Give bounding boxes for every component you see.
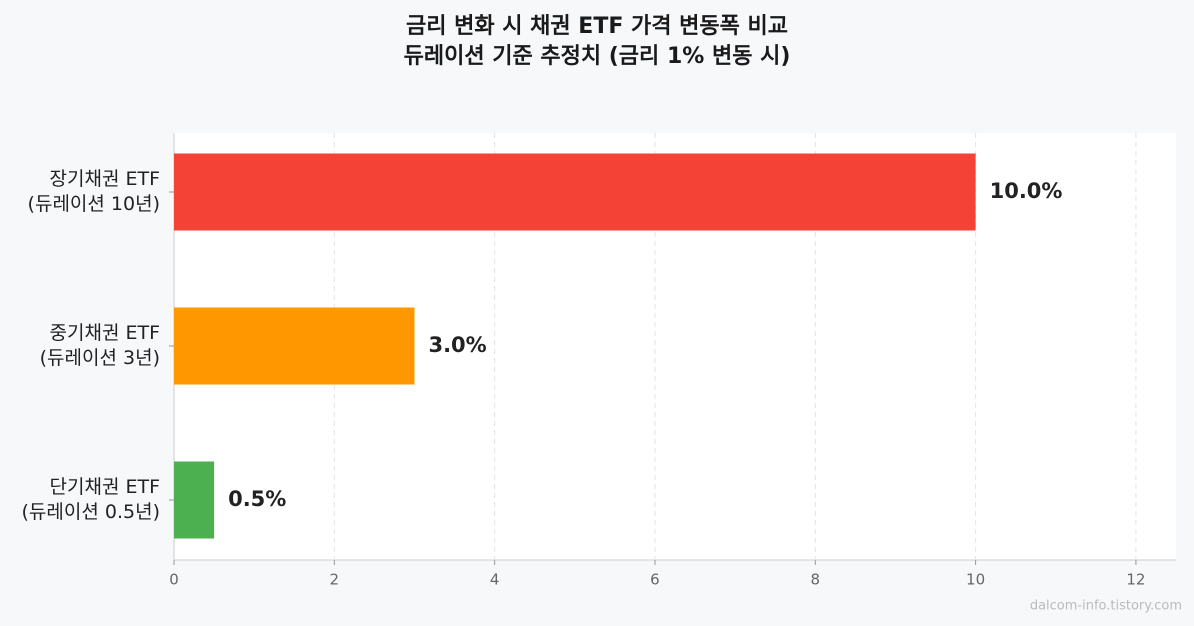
x-tick-label: 10 [966,571,985,589]
value-label: 3.0% [428,333,486,357]
y-tick-label: 중기채권 ETF (듀레이션 3년) [39,322,160,369]
value-label: 10.0% [990,179,1063,203]
y-tick-label: 단기채권 ETF (듀레이션 0.5년) [21,476,160,523]
chart-subtitle: 듀레이션 기준 추정치 (금리 1% 변동 시) [403,44,791,69]
chart-title: 금리 변화 시 채권 ETF 가격 변동폭 비교 [405,14,789,39]
x-tick-label: 12 [1126,571,1145,589]
x-tick-label: 2 [330,571,340,589]
bar [174,153,976,231]
x-tick-label: 0 [169,571,179,589]
x-tick-label: 8 [811,571,821,589]
x-tick-label: 6 [650,571,660,589]
value-label: 0.5% [228,487,286,511]
bar [174,461,215,539]
x-tick-label: 4 [490,571,500,589]
y-tick-label: 장기채권 ETF (듀레이션 10년) [27,168,160,215]
watermark: dalcom-info.tistory.com [1030,599,1182,614]
bar [174,307,415,385]
